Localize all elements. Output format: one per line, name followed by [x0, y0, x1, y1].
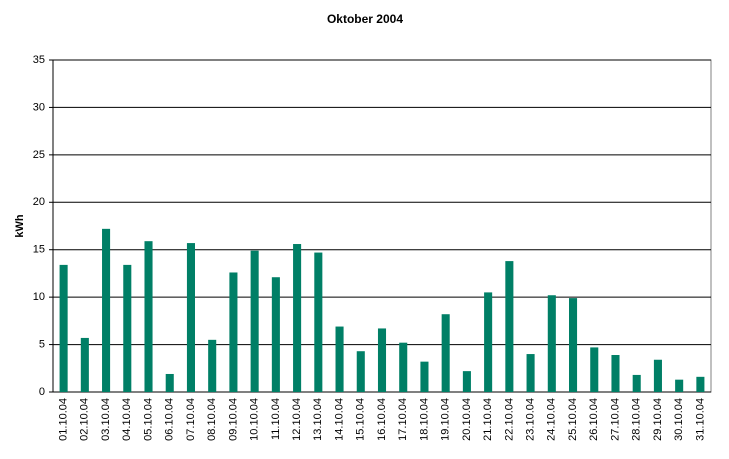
bar	[250, 250, 259, 392]
bar	[653, 359, 662, 392]
y-tick-label: 25	[33, 149, 45, 161]
x-tick-label: 29.10.04	[652, 398, 664, 441]
bar	[696, 376, 705, 392]
x-tick-label: 10.10.04	[249, 398, 261, 441]
bar	[484, 292, 493, 392]
x-tick-label: 13.10.04	[312, 398, 324, 441]
bar	[335, 326, 344, 392]
x-tick-label: 08.10.04	[206, 398, 218, 441]
bar	[59, 264, 68, 392]
bar	[80, 337, 89, 392]
bar	[675, 379, 684, 392]
x-tick-label: 11.10.04	[270, 398, 282, 440]
x-tick-label: 06.10.04	[164, 398, 176, 441]
x-tick-label: 15.10.04	[355, 398, 367, 441]
bar	[186, 243, 196, 392]
bar	[102, 228, 111, 392]
bar	[590, 347, 599, 392]
bar	[271, 277, 280, 392]
y-tick-label: 15	[33, 244, 45, 256]
bar	[568, 298, 578, 392]
y-tick-label: 0	[39, 386, 45, 398]
x-tick-label: 03.10.04	[100, 398, 112, 441]
x-tick-label: 05.10.04	[142, 398, 154, 441]
y-tick-label: 35	[33, 54, 45, 66]
x-tick-label: 09.10.04	[227, 398, 239, 441]
x-tick-label: 19.10.04	[440, 398, 452, 441]
x-tick-label: 18.10.04	[418, 398, 430, 441]
x-tick-label: 07.10.04	[185, 398, 197, 441]
x-tick-label: 23.10.04	[524, 398, 536, 441]
x-tick-label: 24.10.04	[546, 398, 558, 441]
bar	[314, 252, 323, 392]
bar	[547, 295, 556, 392]
bar	[144, 241, 153, 392]
bar	[526, 354, 535, 392]
bar	[229, 272, 238, 392]
bar	[377, 328, 387, 392]
x-tick-label: 22.10.04	[503, 398, 515, 441]
bar	[399, 342, 408, 392]
bar	[420, 361, 429, 392]
x-tick-label: 04.10.04	[121, 398, 133, 441]
x-tick-label: 17.10.04	[397, 398, 409, 441]
bar	[505, 261, 514, 392]
y-tick-label: 5	[39, 338, 45, 350]
bar	[293, 244, 302, 392]
y-tick-label: 30	[33, 101, 45, 113]
y-tick-label: 10	[33, 291, 45, 303]
y-axis-label: kWh	[14, 214, 26, 238]
x-tick-label: 30.10.04	[673, 398, 685, 441]
bar	[356, 351, 365, 392]
x-tick-label: 20.10.04	[461, 398, 473, 441]
x-tick-label: 28.10.04	[631, 398, 643, 441]
y-tick-label: 20	[33, 196, 45, 208]
bar	[123, 264, 132, 392]
chart-title: Oktober 2004	[327, 12, 403, 26]
x-tick-label: 16.10.04	[376, 398, 388, 441]
x-tick-label: 21.10.04	[482, 398, 494, 441]
bar	[462, 371, 471, 392]
x-tick-label: 02.10.04	[79, 398, 91, 441]
x-tick-label: 31.10.04	[694, 398, 706, 441]
x-tick-label: 25.10.04	[567, 398, 579, 441]
bar	[165, 373, 174, 392]
x-tick-label: 12.10.04	[291, 398, 303, 441]
bar	[208, 339, 217, 392]
bar	[632, 374, 641, 392]
x-tick-label: 01.10.04	[58, 398, 70, 441]
bar	[441, 314, 450, 392]
x-tick-label: 27.10.04	[609, 398, 621, 441]
x-tick-label: 26.10.04	[588, 398, 600, 441]
x-tick-label: 14.10.04	[333, 398, 345, 441]
bar	[611, 355, 620, 392]
